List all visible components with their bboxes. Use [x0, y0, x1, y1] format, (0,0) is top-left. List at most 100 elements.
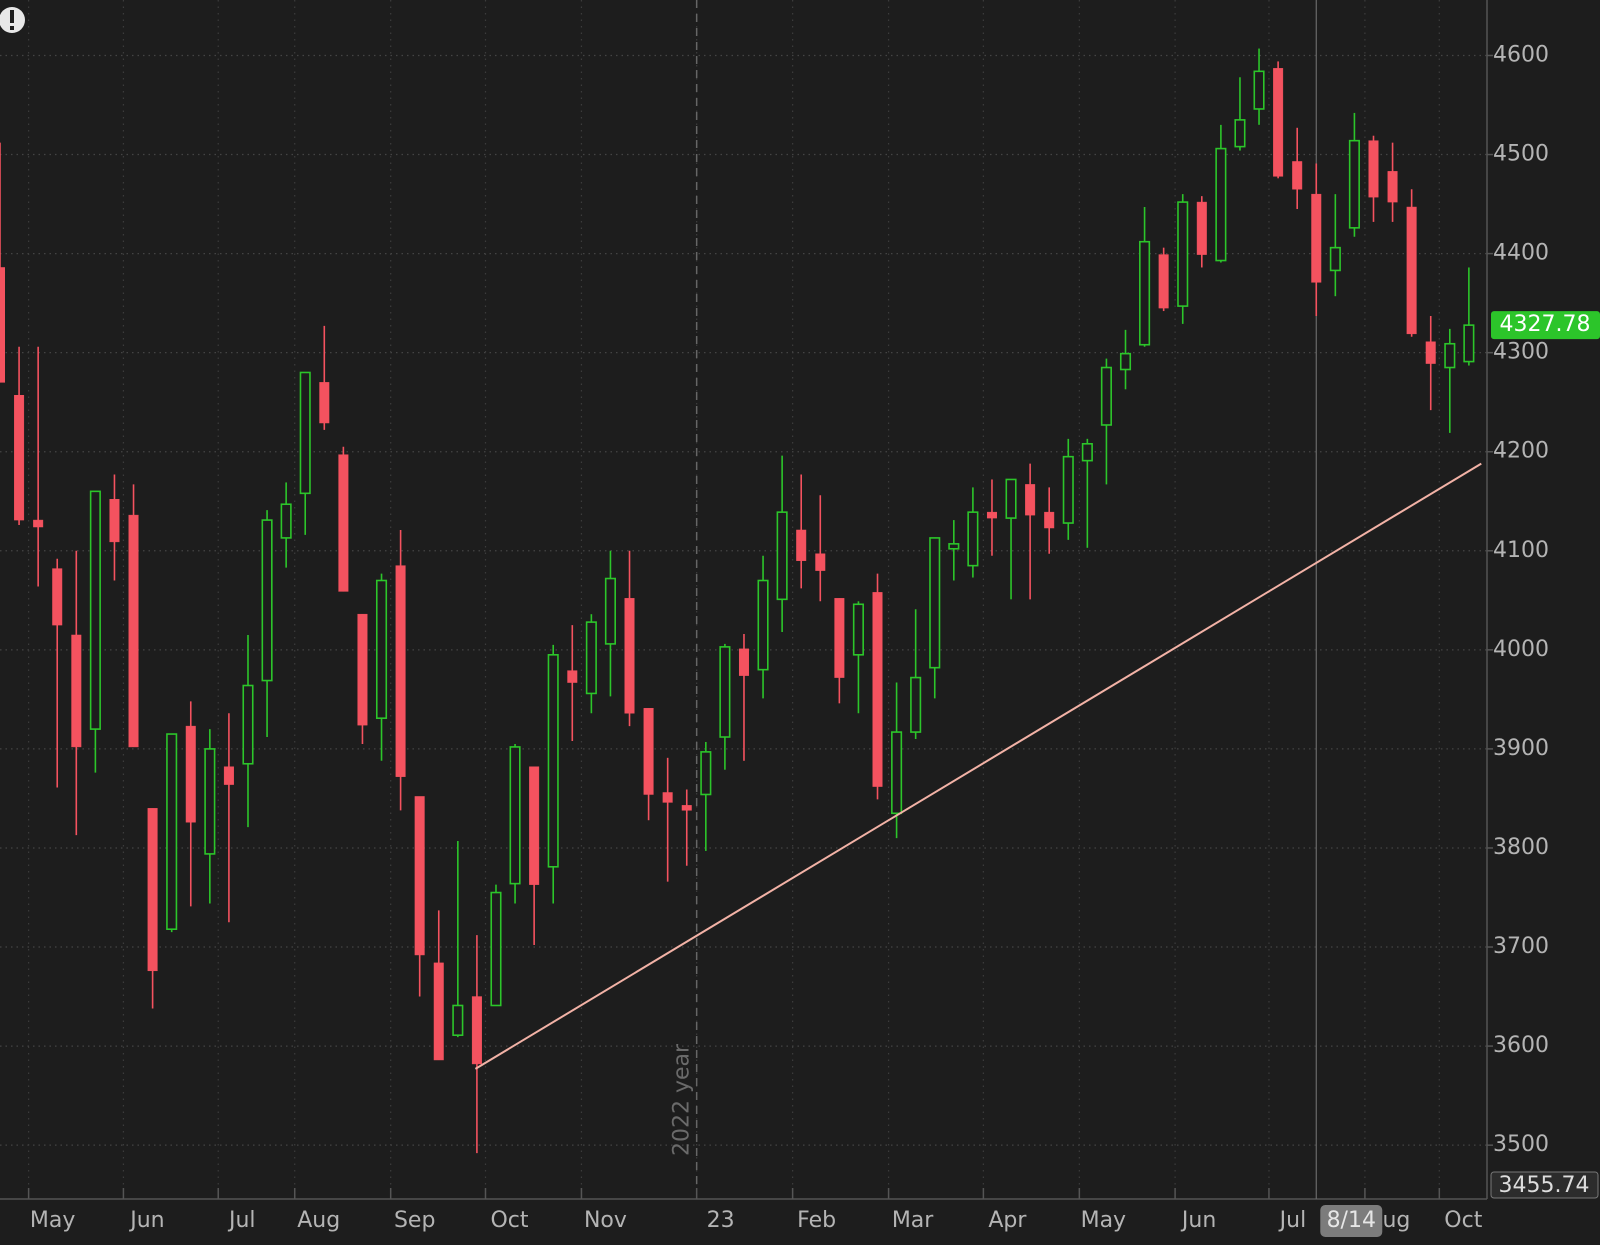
candle	[0, 142, 5, 383]
candle	[147, 808, 158, 1009]
candle-body	[338, 454, 349, 592]
candle	[1425, 316, 1436, 411]
candle-body	[128, 514, 139, 748]
candle	[967, 487, 979, 578]
candle-body	[624, 598, 635, 714]
candle-body	[948, 543, 960, 550]
candle	[1025, 463, 1036, 600]
candle	[1177, 194, 1189, 324]
candle	[624, 550, 635, 727]
last-price-label: 4327.78	[1500, 312, 1591, 337]
candle	[1100, 358, 1112, 485]
x-tick-label: Jun	[1180, 1208, 1216, 1233]
candle-body	[1253, 70, 1265, 110]
candle-body	[1368, 140, 1379, 198]
candle-body	[1406, 206, 1417, 335]
candle	[509, 743, 521, 904]
candle-body	[414, 796, 425, 956]
candle	[891, 682, 903, 839]
candle	[452, 841, 464, 1038]
candle-body	[1044, 511, 1055, 529]
candle-body	[14, 395, 25, 521]
candle	[261, 510, 273, 738]
candle-body	[490, 891, 502, 1007]
candle-body	[910, 676, 922, 733]
candle	[1387, 142, 1398, 222]
candle-body	[547, 653, 559, 868]
candle-body	[223, 766, 234, 785]
candle-body	[319, 382, 330, 424]
candle-body	[1196, 201, 1207, 255]
x-tick-label: Jul	[227, 1208, 256, 1233]
candle	[1119, 329, 1132, 390]
candle	[204, 729, 216, 904]
y-tick-label: 4400	[1493, 241, 1549, 266]
candle	[948, 520, 960, 581]
candle	[567, 625, 578, 741]
candle-body	[204, 748, 216, 855]
y-tick-label: 4000	[1493, 637, 1549, 662]
candle	[643, 708, 654, 821]
candle-body	[738, 648, 749, 676]
candle	[319, 325, 330, 430]
axis-min-label: 3455.74	[1499, 1173, 1590, 1198]
y-tick-label: 3800	[1493, 835, 1549, 860]
candle-body	[109, 499, 120, 543]
candle	[1463, 267, 1475, 366]
candle-body	[433, 962, 444, 1061]
candle	[1062, 438, 1074, 540]
candle	[776, 455, 788, 633]
y-tick-label: 3600	[1493, 1033, 1549, 1058]
candle	[280, 482, 292, 568]
trendline	[474, 462, 1482, 1070]
y-tick-label: 3500	[1493, 1132, 1549, 1157]
candle	[719, 643, 731, 770]
x-tick-label: 23	[707, 1208, 735, 1233]
candle-body	[1177, 201, 1189, 307]
x-tick-label: Oct	[490, 1208, 528, 1233]
x-tick-label: Apr	[988, 1208, 1027, 1233]
candle	[1292, 127, 1303, 210]
candle	[1348, 112, 1360, 237]
candle-body	[815, 553, 826, 571]
candle	[1444, 328, 1456, 433]
alert-icon[interactable]	[0, 7, 25, 33]
candle	[1234, 77, 1246, 151]
y-tick-label: 4300	[1493, 340, 1549, 365]
candle	[89, 490, 101, 773]
candle	[585, 614, 597, 714]
candle-body	[166, 733, 178, 931]
candle-body	[1158, 254, 1169, 309]
candle-body	[1062, 455, 1074, 524]
crosshair-label: 8/14	[1327, 1208, 1376, 1233]
candle-body	[604, 577, 616, 645]
candle-body	[700, 751, 712, 796]
year-divider-label: 2022 year	[670, 1043, 695, 1156]
candle	[395, 529, 406, 811]
candle	[166, 733, 178, 933]
candle	[471, 935, 482, 1154]
candle-body	[280, 503, 292, 539]
y-tick-label: 4500	[1493, 142, 1549, 167]
candle-body	[1311, 193, 1322, 283]
x-tick-label: Jul	[1278, 1208, 1307, 1233]
last-price-tag	[1491, 311, 1600, 340]
candle	[1273, 61, 1284, 179]
candle	[662, 757, 673, 882]
candle-body	[529, 766, 540, 885]
candle	[490, 884, 502, 1007]
candle-body	[33, 519, 44, 528]
candle	[1368, 135, 1379, 222]
y-tick-label: 3700	[1493, 934, 1549, 959]
candle-body	[375, 579, 388, 719]
candle	[223, 713, 234, 923]
candle	[242, 634, 254, 828]
candle	[299, 371, 311, 535]
candle-body	[1444, 342, 1456, 369]
candle	[834, 598, 845, 704]
x-tick-label: Nov	[584, 1208, 627, 1233]
candle	[910, 609, 922, 740]
x-tick-label: Jun	[128, 1208, 164, 1233]
